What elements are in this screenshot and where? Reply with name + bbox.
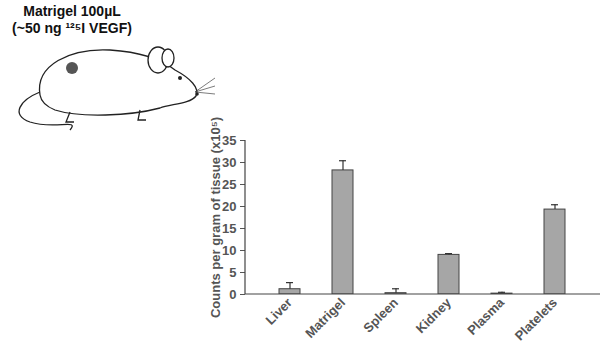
svg-text:Counts per gram of tissue (x10: Counts per gram of tissue (x10⁵) bbox=[208, 117, 223, 318]
svg-text:35: 35 bbox=[222, 133, 236, 148]
svg-text:5: 5 bbox=[229, 265, 236, 280]
svg-text:20: 20 bbox=[222, 199, 236, 214]
svg-text:Matrigel: Matrigel bbox=[302, 295, 348, 341]
svg-text:Matrigel 100µL: Matrigel 100µL bbox=[23, 3, 121, 19]
svg-text:Kidney: Kidney bbox=[413, 294, 455, 336]
svg-text:Liver: Liver bbox=[262, 295, 295, 328]
svg-text:25: 25 bbox=[222, 177, 236, 192]
svg-text:Platelets: Platelets bbox=[512, 295, 560, 343]
svg-text:30: 30 bbox=[222, 155, 236, 170]
svg-text:(~50 ng ¹²⁵I VEGF): (~50 ng ¹²⁵I VEGF) bbox=[12, 20, 132, 36]
svg-text:Spleen: Spleen bbox=[360, 295, 401, 336]
svg-text:15: 15 bbox=[222, 221, 236, 236]
svg-text:Plasma: Plasma bbox=[464, 294, 507, 337]
svg-text:10: 10 bbox=[222, 243, 236, 258]
svg-text:0: 0 bbox=[229, 287, 236, 302]
